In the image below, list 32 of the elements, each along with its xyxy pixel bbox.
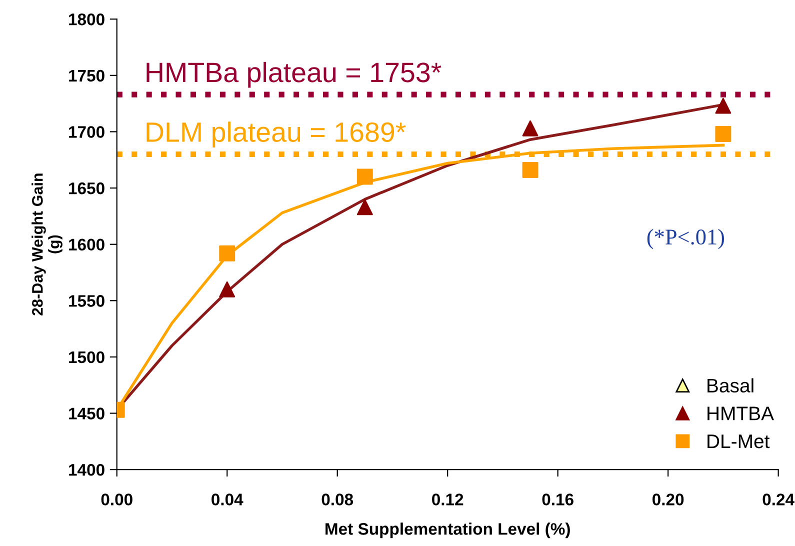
point [715,126,732,142]
y-tick-label: 1600 [69,238,104,251]
legend-label: HMTBA [708,406,774,420]
x-tick-label: 0.12 [432,494,464,506]
x-tick-label: 0.00 [101,494,132,506]
y-axis-title: 28-Day Weight Gain (g) [32,174,62,316]
x-tick-label: 0.20 [652,494,684,506]
x-tick-label: 0.04 [212,494,244,506]
x-tick-label: 0.08 [322,494,354,506]
y-tick-label: 1650 [69,182,104,194]
legend-label: DL-Met [708,434,770,448]
annotation: (*P<.01) [647,228,724,250]
point [356,199,373,216]
y-tick-label: 1400 [69,464,104,476]
y-tick-label: 1750 [69,70,104,82]
point [522,120,538,136]
annotation: HMTBa plateau = 1753* [146,62,442,88]
x-axis-title: Met Supplementation Level (%) [326,522,570,538]
point [219,245,236,262]
y-tick-label: 1450 [69,408,104,420]
y-tick-label: 1700 [69,126,104,138]
y-tick-label: 1800 [69,14,104,26]
point [715,98,732,114]
annotation: DLM plateau = 1689* [146,122,406,148]
x-tick-label: 0.24 [762,494,794,506]
point [522,162,538,178]
point [356,168,373,185]
x-tick-label: 0.16 [542,494,574,506]
point [219,281,236,298]
y-tick-label: 1550 [69,295,104,307]
legend-label: Basal [708,378,754,393]
y-tick-label: 1500 [69,351,104,364]
